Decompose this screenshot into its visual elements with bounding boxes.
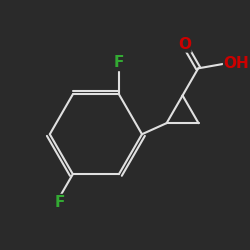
Text: F: F — [114, 56, 124, 70]
Text: O: O — [178, 37, 191, 52]
Text: OH: OH — [224, 56, 250, 71]
Text: F: F — [55, 194, 65, 210]
